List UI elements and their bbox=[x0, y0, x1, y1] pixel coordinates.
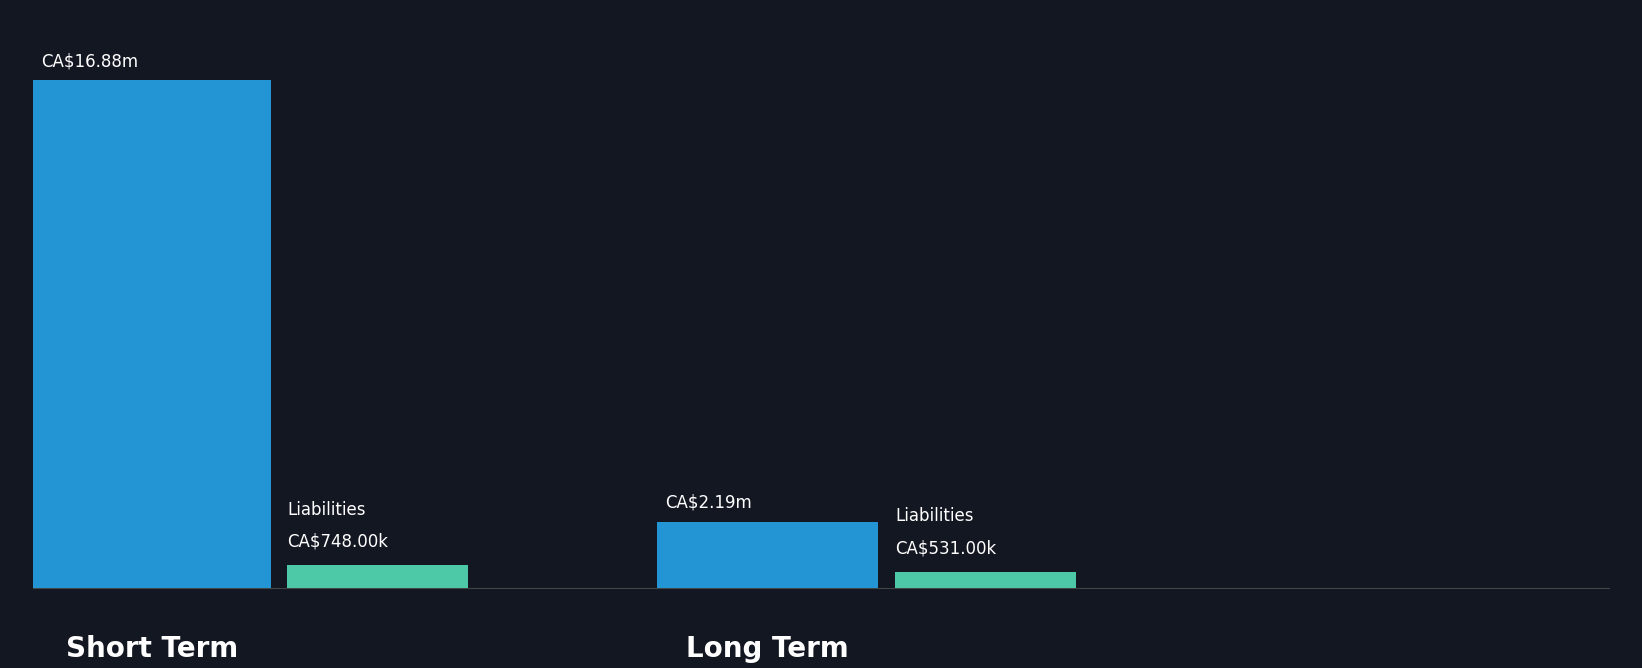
Text: Short Term: Short Term bbox=[66, 635, 238, 663]
Text: CA$748.00k: CA$748.00k bbox=[287, 532, 389, 550]
Text: Long Term: Long Term bbox=[686, 635, 849, 663]
Text: Liabilities: Liabilities bbox=[287, 500, 366, 518]
Text: CA$531.00k: CA$531.00k bbox=[895, 539, 997, 557]
Text: Assets: Assets bbox=[670, 528, 732, 546]
Text: Liabilities: Liabilities bbox=[895, 507, 974, 525]
Text: CA$2.19m: CA$2.19m bbox=[665, 494, 752, 512]
Text: Assets: Assets bbox=[46, 87, 108, 105]
Text: CA$16.88m: CA$16.88m bbox=[41, 52, 138, 70]
